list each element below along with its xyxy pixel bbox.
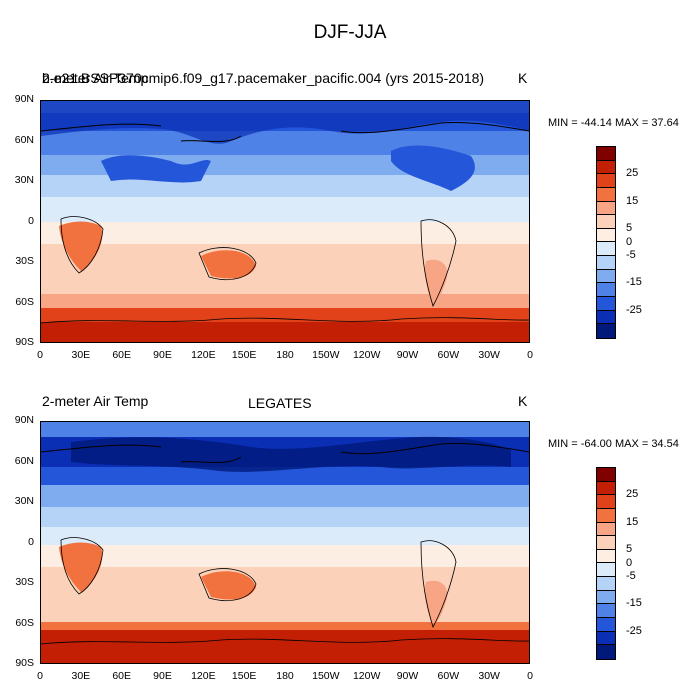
panel1-lat-tick-label: 60N xyxy=(14,133,34,146)
panel2-colorbar-swatch xyxy=(597,481,615,496)
panel1-colorbar-label: -15 xyxy=(626,276,642,289)
panel2-minmax: MIN = -64.00 MAX = 34.54 xyxy=(548,438,679,450)
panel1-map-field xyxy=(41,101,529,342)
panel1-colorbar-label: 15 xyxy=(626,194,639,207)
panel1-colorbar-swatch xyxy=(597,201,615,216)
panel1-lon-tick-label: 30E xyxy=(71,349,91,361)
panel2-map-field xyxy=(41,422,529,663)
panel1-lon-tick-label: 180 xyxy=(276,349,294,361)
panel1-lat-tick-label: 90S xyxy=(15,336,34,348)
panel2-lat-tick-label: 30N xyxy=(14,495,34,507)
panel1-lon-tick-label: 120W xyxy=(352,349,381,361)
panel2-colorbar-swatch xyxy=(597,618,615,632)
panel1-map xyxy=(40,100,530,343)
panel1-colorbar-label: -25 xyxy=(626,303,642,316)
panel2-lon-tick-label: 60E xyxy=(112,670,131,682)
panel1-lon-tick-label: 0 xyxy=(527,349,533,361)
panel1-colorbar-swatch xyxy=(597,174,615,188)
panel2-lon-tick-label: 30E xyxy=(71,670,91,682)
panel1-colorbar-swatch xyxy=(597,297,615,311)
panel1-colorbar-swatch xyxy=(597,215,615,229)
panel1-lat-tick-label: 60S xyxy=(15,295,34,308)
panel2-colorbar-swatch xyxy=(597,508,615,523)
panel1-colorbar-swatch xyxy=(597,283,615,298)
panel1-units-label: K xyxy=(518,70,528,86)
panel2-colorbar-swatch xyxy=(597,631,615,646)
panel2-colorbar-swatch xyxy=(597,536,615,550)
panel2-map xyxy=(40,421,530,664)
panel2-lon-tick-label: 180 xyxy=(276,670,294,682)
panel1-lat-tick-label: 90N xyxy=(14,93,34,105)
panel1-lon-tick-label: 30W xyxy=(478,349,500,361)
panel2-lon-tick-label: 90E xyxy=(153,670,172,682)
panel2-lat-tick-label: 30S xyxy=(15,576,34,588)
panel2-lat-tick-label: 90N xyxy=(14,414,34,426)
panel2-lon-tick-label: 90W xyxy=(396,670,419,682)
panel1-lon-tick-label: 150W xyxy=(312,349,340,361)
panel1-colorbar-label: 25 xyxy=(626,167,639,180)
panel1-lat-tick-label: 0 xyxy=(28,214,34,227)
panel2-case-label: LEGATES xyxy=(248,395,312,411)
figure-title: DJF-JJA xyxy=(313,22,387,43)
panel2-lon-tick-label: 0 xyxy=(527,670,533,682)
panel1-variable-label: 2-meter Air Temp xyxy=(42,70,149,86)
panel1-colorbar-swatch xyxy=(597,228,615,243)
panel2-lon-tick-label: 150W xyxy=(312,670,340,682)
panel1-lon-tick-label: 90E xyxy=(153,349,172,361)
panel2-colorbar-swatch xyxy=(597,522,615,537)
panel1-colorbar xyxy=(596,146,616,339)
panel2-units-label: K xyxy=(518,393,528,409)
panel1-lon-tick-label: 60W xyxy=(437,349,460,361)
panel2-colorbar-label: 5 xyxy=(626,542,633,555)
panel1-colorbar-swatch xyxy=(597,324,615,338)
panel2-colorbar-swatch xyxy=(597,563,615,578)
panel1-lon-tick-label: 120E xyxy=(191,349,216,361)
panel2-colorbar-swatch xyxy=(597,645,615,659)
panel1-colorbar-label: 0 xyxy=(626,235,633,248)
panel2-colorbar-label: -15 xyxy=(626,597,642,610)
panel2-colorbar-label: 0 xyxy=(626,556,633,569)
panel2-lat-tick-label: 90S xyxy=(15,657,34,669)
panel2-colorbar-label: 25 xyxy=(626,488,639,501)
panel1-colorbar-swatch xyxy=(597,242,615,257)
panel2-colorbar-swatch xyxy=(597,468,615,482)
panel2-lon-tick-label: 30W xyxy=(478,670,500,682)
panel1-colorbar-swatch xyxy=(597,256,615,270)
panel2-lat-tick-label: 0 xyxy=(28,535,34,548)
panel2-colorbar xyxy=(596,467,616,660)
panel2-colorbar-swatch xyxy=(597,495,615,509)
panel2-lon-tick-label: 150E xyxy=(231,670,257,682)
panel2-colorbar-swatch xyxy=(597,549,615,564)
panel2-colorbar-label: 15 xyxy=(626,515,639,528)
panel1-lon-tick-label: 0 xyxy=(37,349,43,361)
panel1-colorbar-swatch xyxy=(597,310,615,325)
panel2-lon-tick-label: 120W xyxy=(352,670,381,682)
panel2-colorbar-swatch xyxy=(597,590,615,605)
panel2-variable-label: 2-meter Air Temp xyxy=(42,393,149,409)
panel1-lon-tick-label: 150E xyxy=(231,349,257,361)
panel1-colorbar-swatch xyxy=(597,160,615,175)
panel1-lon-tick-label: 90W xyxy=(396,349,419,361)
panel1-colorbar-swatch xyxy=(597,147,615,161)
panel2-lon-tick-label: 0 xyxy=(37,670,43,682)
panel1-lon-tick-label: 60E xyxy=(112,349,131,361)
panel2-colorbar-swatch xyxy=(597,604,615,619)
panel1-lat-tick-label: 30S xyxy=(15,255,34,267)
panel2-colorbar-label: -25 xyxy=(626,624,642,637)
panel1-colorbar-label: -5 xyxy=(626,249,636,262)
panel2-lon-tick-label: 120E xyxy=(191,670,216,682)
panel2-lon-tick-label: 60W xyxy=(437,670,460,682)
panel1-colorbar-swatch xyxy=(597,269,615,284)
panel2-lat-tick-label: 60S xyxy=(15,616,34,629)
panel1-minmax: MIN = -44.14 MAX = 37.64 xyxy=(548,117,679,129)
panel2-lat-tick-label: 60N xyxy=(14,454,34,467)
panel1-colorbar-swatch xyxy=(597,187,615,202)
panel2-colorbar-label: -5 xyxy=(626,570,636,583)
panel1-lat-tick-label: 30N xyxy=(14,174,34,186)
panel1-colorbar-label: 5 xyxy=(626,221,633,234)
panel2-colorbar-swatch xyxy=(597,577,615,591)
panel1-case-label: b.e21.BSSP370cmip6.f09_g17.pacemaker_pac… xyxy=(42,70,485,86)
